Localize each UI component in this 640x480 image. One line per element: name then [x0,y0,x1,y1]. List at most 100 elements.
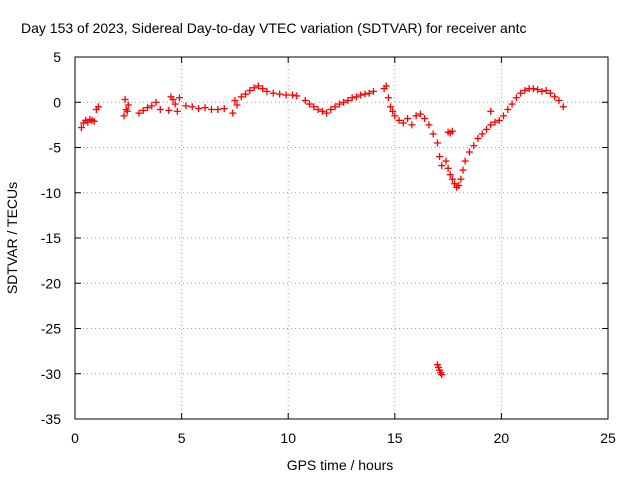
data-point [165,106,173,114]
data-point [416,110,424,118]
data-point [382,82,390,90]
data-point [348,94,356,102]
data-point [421,115,429,123]
data-point [517,89,525,97]
data-point [242,90,250,98]
data-point [282,91,290,99]
y-tick-label: -25 [41,321,61,337]
data-point [254,82,262,90]
data-point [293,92,301,100]
data-point [263,87,271,95]
data-point [391,112,399,120]
data-point [301,96,309,104]
data-point [269,89,277,97]
data-point [450,180,458,188]
data-point [94,103,102,111]
data-point [387,103,395,111]
data-point [365,89,373,97]
data-point [148,102,156,110]
data-point [259,85,267,93]
data-point [512,94,520,102]
data-point [500,112,508,120]
data-point [288,91,296,99]
grid [75,57,608,419]
data-point [438,162,446,170]
data-point [461,157,469,165]
data-point [408,121,416,129]
data-point [521,86,529,94]
x-tick-label: 20 [494,430,510,446]
data-point [442,157,450,165]
data-point [231,96,239,104]
y-tick-label: -5 [49,140,62,156]
data-point [195,105,203,113]
data-point [508,100,516,108]
data-point [542,86,550,94]
data-point [214,105,222,113]
data-point [546,89,554,97]
data-point [529,85,537,93]
data-point [459,166,467,174]
data-point [90,117,98,125]
data-point [487,121,495,129]
data-point [455,182,463,190]
data-point [384,94,392,102]
data-point [344,96,352,104]
data-point [169,96,177,104]
data-point [201,104,209,112]
y-tick-labels: -35 -30 -25 -20 -15 -10 -5 0 5 [41,49,61,427]
data-point [470,142,478,150]
data-point [559,103,567,111]
data-point [156,105,164,113]
data-point [276,90,284,98]
x-tick-label: 15 [387,430,403,446]
data-point [188,103,196,111]
data-point [237,93,245,101]
data-point [369,87,377,95]
x-tick-label: 25 [600,430,616,446]
x-tick-label: 10 [280,430,296,446]
x-tick-label: 5 [178,430,186,446]
data-point [395,116,403,124]
data-point [361,90,369,98]
data-point [389,107,397,115]
data-point [171,100,179,108]
y-tick-label: -15 [41,230,61,246]
data-point [327,105,335,113]
axis-ticks [74,56,609,420]
data-point [340,98,348,106]
data-point [314,105,322,113]
data-point [121,96,129,104]
data-point [77,124,85,132]
data-point [487,107,495,115]
data-points [77,82,567,379]
data-point [448,175,456,183]
plot-frame [74,56,609,420]
y-tick-label: 0 [53,94,61,110]
data-point [534,86,542,94]
y-tick-label: -30 [41,366,61,382]
data-point [207,105,215,113]
data-point [436,153,444,161]
data-point [331,103,339,111]
data-point [310,103,318,111]
data-point [250,84,258,92]
data-point [491,118,499,126]
x-tick-labels: 0 5 10 15 20 25 [71,430,616,446]
data-point [220,105,228,113]
data-point [412,112,420,120]
data-point [474,134,482,142]
data-point [182,102,190,110]
data-point [504,105,512,113]
data-point [425,121,433,129]
data-point [482,125,490,133]
data-point [233,101,241,109]
data-point [448,127,456,135]
data-point [555,96,563,104]
data-point [229,109,237,117]
data-point [323,109,331,117]
data-point [124,101,132,109]
data-point [444,164,452,172]
data-point [438,371,446,379]
